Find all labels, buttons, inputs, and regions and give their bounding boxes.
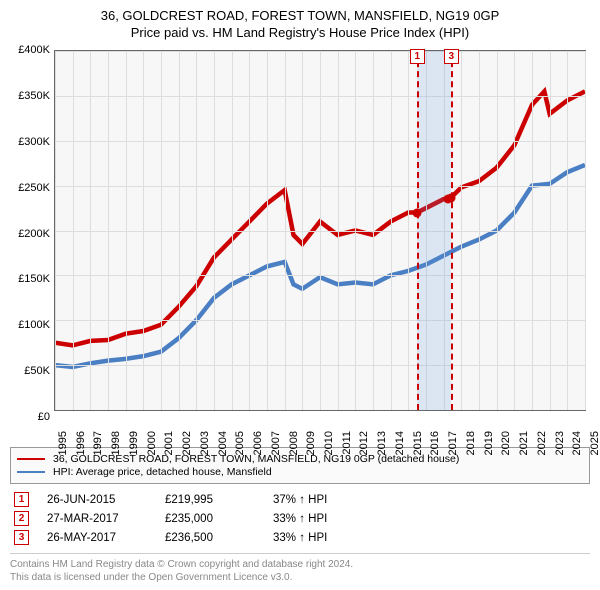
y-tick-label: £50K (24, 365, 50, 377)
legend-swatch-hpi (17, 471, 45, 473)
arrow-up-icon: ↑ (299, 532, 305, 544)
x-tick-label: 2024 (571, 431, 583, 455)
y-tick-label: £300K (18, 136, 50, 148)
x-tick-label: 2015 (412, 431, 424, 455)
legend-item-hpi: HPI: Average price, detached house, Mans… (17, 466, 583, 478)
legend-label-hpi: HPI: Average price, detached house, Mans… (53, 466, 272, 478)
sale-date: 26-MAY-2017 (47, 532, 147, 544)
x-tick-label: 2002 (181, 431, 193, 455)
x-tick-label: 2013 (376, 431, 388, 455)
sale-diff: 37% ↑ HPI (273, 494, 363, 506)
y-tick-label: £250K (18, 182, 50, 194)
x-tick-label: 2008 (288, 431, 300, 455)
sale-date: 26-JUN-2015 (47, 494, 147, 506)
footer: Contains HM Land Registry data © Crown c… (10, 553, 590, 584)
sale-price: £219,995 (165, 494, 255, 506)
x-tick-label: 2020 (500, 431, 512, 455)
y-tick-label: £0 (38, 411, 50, 423)
x-tick-label: 2012 (358, 431, 370, 455)
chart-title: 36, GOLDCREST ROAD, FOREST TOWN, MANSFIE… (10, 8, 590, 46)
footer-line2: This data is licensed under the Open Gov… (10, 571, 590, 584)
x-tick-label: 2016 (429, 431, 441, 455)
x-tick-label: 2006 (252, 431, 264, 455)
sale-index-box: 3 (14, 530, 29, 545)
x-tick-label: 2000 (146, 431, 158, 455)
x-tick-label: 2019 (483, 431, 495, 455)
sale-price: £235,000 (165, 513, 255, 525)
y-tick-label: £200K (18, 228, 50, 240)
x-tick-label: 1997 (92, 431, 104, 455)
chart-container: £0 £50K £100K £150K £200K £250K £300K £350K £400… (10, 46, 590, 443)
x-tick-label: 1995 (57, 431, 69, 455)
sale-marker-dot (446, 193, 455, 202)
x-tick-label: 2003 (199, 431, 211, 455)
x-tick-label: 2011 (341, 431, 353, 455)
x-tick-label: 2010 (323, 431, 335, 455)
sale-index-box: 1 (14, 492, 29, 507)
x-axis-labels: 1995199619971998199920002001200220032004… (54, 413, 586, 443)
x-tick-label: 2025 (589, 431, 600, 455)
sale-marker-line (451, 51, 453, 410)
title-subtitle: Price paid vs. HM Land Registry's House … (10, 25, 590, 40)
x-tick-label: 2014 (394, 431, 406, 455)
y-tick-label: £150K (18, 273, 50, 285)
y-tick-label: £350K (18, 90, 50, 102)
sale-index-box: 2 (14, 511, 29, 526)
x-tick-label: 2001 (163, 431, 175, 455)
table-row: 1 26-JUN-2015 £219,995 37% ↑ HPI (10, 490, 590, 509)
y-axis-labels: £0£50K£100K£150K£200K£250K£300K£350K£400… (10, 46, 52, 413)
x-tick-label: 1998 (110, 431, 122, 455)
highlight-band (417, 51, 451, 410)
footer-line1: Contains HM Land Registry data © Crown c… (10, 558, 590, 571)
x-tick-label: 1996 (75, 431, 87, 455)
x-tick-label: 2007 (270, 431, 282, 455)
arrow-up-icon: ↑ (299, 494, 305, 506)
sale-marker-line (417, 51, 419, 410)
x-tick-label: 2004 (217, 431, 229, 455)
sale-marker-box: 3 (444, 49, 459, 64)
arrow-up-icon: ↑ (299, 513, 305, 525)
sales-table: 1 26-JUN-2015 £219,995 37% ↑ HPI 2 27-MAR-201… (10, 490, 590, 547)
x-tick-label: 2017 (447, 431, 459, 455)
title-address: 36, GOLDCREST ROAD, FOREST TOWN, MANSFIE… (10, 8, 590, 23)
x-tick-label: 2018 (465, 431, 477, 455)
x-tick-label: 2005 (234, 431, 246, 455)
y-tick-label: £100K (18, 319, 50, 331)
x-tick-label: 2009 (305, 431, 317, 455)
plot-area: 13 (54, 50, 586, 411)
x-tick-label: 2021 (518, 431, 530, 455)
x-tick-label: 2022 (536, 431, 548, 455)
x-tick-label: 2023 (554, 431, 566, 455)
sale-marker-box: 1 (410, 49, 425, 64)
sale-diff: 33% ↑ HPI (273, 513, 363, 525)
y-tick-label: £400K (18, 44, 50, 56)
table-row: 2 27-MAR-2017 £235,000 33% ↑ HPI (10, 509, 590, 528)
sale-diff: 33% ↑ HPI (273, 532, 363, 544)
sale-marker-dot (412, 208, 421, 217)
x-tick-label: 1999 (128, 431, 140, 455)
table-row: 3 26-MAY-2017 £236,500 33% ↑ HPI (10, 528, 590, 547)
sale-date: 27-MAR-2017 (47, 513, 147, 525)
legend-swatch-property (17, 458, 45, 460)
sale-price: £236,500 (165, 532, 255, 544)
